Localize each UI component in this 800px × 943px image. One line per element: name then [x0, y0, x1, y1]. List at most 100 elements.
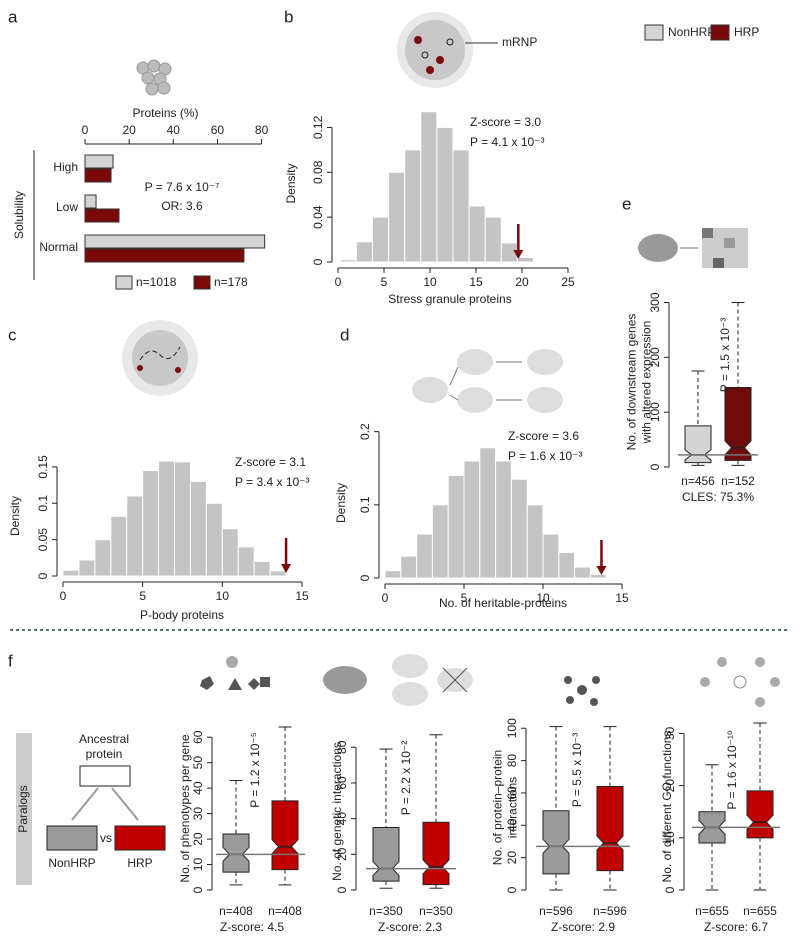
- node-box: [46, 825, 98, 851]
- box: [271, 800, 299, 871]
- y-tick-label: 10: [663, 831, 677, 845]
- histogram-bar: [384, 570, 402, 579]
- histogram-bar: [416, 533, 433, 579]
- y-tick-label: 0.04: [311, 205, 325, 229]
- y-tick-label: 0.05: [36, 528, 50, 552]
- y-axis-label: No. of different GO functions: [660, 731, 674, 883]
- annotation: OR: 3.6: [161, 199, 203, 213]
- histogram-bar: [94, 539, 112, 577]
- y-tick-label: 0: [335, 886, 349, 893]
- y-tick-label: 100: [648, 402, 662, 422]
- x-tick-label: 5: [139, 589, 146, 603]
- histogram-bar: [253, 560, 271, 577]
- annotation: P = 7.6 x 10⁻⁷: [145, 180, 220, 194]
- annotation: P = 3.4 x 10⁻³: [235, 475, 310, 489]
- panel-letter: e: [622, 194, 631, 213]
- annotation: Z-score = 3.0: [470, 115, 541, 129]
- histogram-bar: [400, 555, 418, 579]
- annotation: Z-score = 3.6: [508, 429, 579, 443]
- panel-letter: a: [8, 7, 18, 26]
- y-tick-label: 0: [358, 574, 372, 581]
- histogram-bar: [110, 515, 128, 577]
- box: [542, 810, 570, 875]
- observed-arrowhead: [281, 564, 292, 573]
- panel-letter: d: [340, 325, 349, 344]
- x-axis-label: Proteins (%): [132, 106, 198, 120]
- icon-stress-granule: [397, 12, 498, 88]
- panel-letter: f: [8, 651, 13, 670]
- y-axis-label: Density: [334, 483, 348, 523]
- y-tick-label: 0.08: [311, 160, 325, 184]
- x-tick-label: 15: [615, 591, 629, 605]
- y-tick-label: 20: [663, 779, 677, 793]
- histogram-bar: [355, 241, 373, 263]
- x-axis-label: P-body proteins: [140, 608, 224, 622]
- histogram-bar: [510, 478, 528, 579]
- histogram-bar: [479, 447, 497, 579]
- x-tick-label: 15: [469, 275, 483, 289]
- y-axis-label: Solubility: [12, 191, 26, 239]
- histogram-bar: [542, 533, 560, 579]
- histogram-bar: [468, 205, 486, 263]
- legend-label: HRP: [734, 25, 759, 39]
- y-tick-label: 20: [505, 851, 519, 865]
- x-tick-label: 20: [122, 123, 136, 137]
- y-tick-label: 0.2: [358, 423, 372, 440]
- y-tick-label: 30: [663, 726, 677, 740]
- annotation: P = 1.6 x 10⁻³: [508, 449, 583, 463]
- histogram-bar: [339, 259, 357, 263]
- box: [422, 821, 450, 886]
- icon-p-body: [122, 320, 198, 396]
- box: [684, 425, 712, 464]
- y-tick-label: 0: [36, 572, 50, 579]
- arrow: [111, 787, 139, 821]
- annotation: P = 2.2 x 10⁻²: [399, 741, 413, 816]
- count-label: n=456: [681, 474, 715, 488]
- y-tick-label: 0: [663, 886, 677, 893]
- footer: Z-score: 4.5: [220, 920, 284, 934]
- y-tick-label: 200: [648, 347, 662, 367]
- histogram-bar: [516, 257, 535, 263]
- annotation: P = 1.5 x 10⁻³: [718, 318, 732, 393]
- icon-cells: [412, 349, 563, 413]
- footer: Z-score: 6.7: [704, 920, 768, 934]
- y-axis-label: No. of phenotypes per gene: [178, 734, 192, 882]
- node-label: protein: [86, 747, 123, 761]
- histogram-bar: [126, 495, 144, 577]
- histogram-bar: [526, 504, 544, 579]
- category-label: High: [53, 160, 78, 174]
- node-box: [114, 825, 166, 851]
- y-axis-label: No. of downstream genes: [625, 314, 639, 451]
- observed-arrowhead: [513, 250, 524, 259]
- y-tick-label: 60: [335, 776, 349, 790]
- footer: Z-score: 2.3: [378, 920, 442, 934]
- bar: [84, 194, 97, 209]
- box: [372, 827, 400, 882]
- legend-label: NonHRP: [668, 25, 715, 39]
- histogram-bar: [269, 570, 287, 577]
- annotation: Z-score = 3.1: [235, 455, 306, 469]
- count-label: n=408: [268, 904, 302, 918]
- y-tick-label: 50: [191, 756, 205, 770]
- y-axis-label: Density: [284, 163, 298, 203]
- box: [724, 386, 752, 461]
- histogram-bar: [452, 149, 470, 263]
- bar: [84, 248, 245, 263]
- panel-letter: b: [284, 7, 293, 26]
- histogram-bar: [142, 470, 160, 577]
- x-tick-label: 5: [461, 591, 468, 605]
- y-tick-label: 0.15: [36, 455, 50, 479]
- annotation: P = 1.6 x 10⁻¹⁰: [725, 730, 739, 809]
- category-label: Normal: [39, 240, 78, 254]
- y-axis-label: Density: [8, 496, 22, 536]
- legend-swatch: [115, 275, 133, 290]
- x-tick-label: 0: [335, 275, 342, 289]
- y-tick-label: 40: [335, 812, 349, 826]
- y-tick-label: 80: [335, 740, 349, 754]
- histogram-bar: [558, 551, 576, 579]
- annotation: P = 1.2 x 10⁻⁵: [248, 732, 262, 807]
- y-tick-label: 100: [505, 718, 519, 738]
- histogram-bar: [62, 569, 80, 577]
- legend-swatch: [193, 275, 211, 290]
- histogram-bar: [372, 216, 390, 263]
